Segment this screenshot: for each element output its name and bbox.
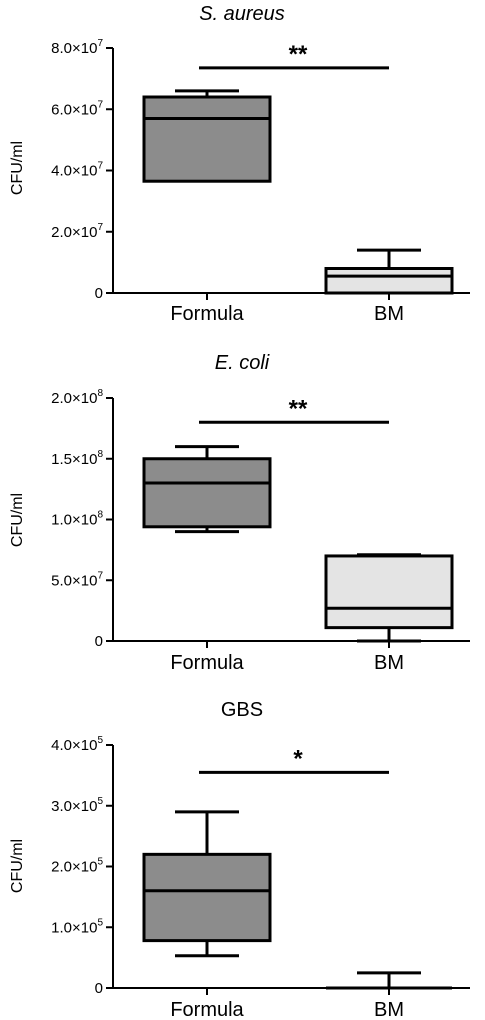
x-tick-label: Formula xyxy=(170,303,244,325)
y-axis-label: CFU/ml xyxy=(9,493,26,547)
box-formula xyxy=(142,89,272,183)
box-bm xyxy=(324,553,454,643)
significance-label: ** xyxy=(289,395,308,422)
y-tick-label: 0 xyxy=(95,285,103,302)
iqr-box xyxy=(142,457,272,529)
chart-title: GBS xyxy=(221,699,263,721)
y-tick-label: 2.0×107 xyxy=(51,222,103,241)
y-tick-label: 6.0×107 xyxy=(51,99,103,118)
y-tick-label: 1.0×108 xyxy=(51,510,103,529)
x-tick-label: Formula xyxy=(170,999,244,1020)
y-tick-label: 0 xyxy=(95,633,103,650)
iqr-box xyxy=(142,852,272,943)
box-bm xyxy=(326,971,452,990)
x-tick-label: BM xyxy=(374,999,404,1020)
iqr-box xyxy=(142,95,272,183)
y-tick-label: 4.0×107 xyxy=(51,161,103,180)
box-formula xyxy=(142,445,272,534)
iqr-box xyxy=(324,267,454,295)
y-tick-label: 8.0×107 xyxy=(51,38,103,57)
x-tick-label: Formula xyxy=(170,652,244,674)
panel-1: S. aureus CFU/ml 0 2.0×107 4.0×107 6.0×107 8.0… xyxy=(9,3,470,325)
significance-label: ** xyxy=(289,41,308,68)
chart-title: S. aureus xyxy=(199,3,285,25)
y-tick-label: 1.5×108 xyxy=(51,449,103,468)
box-bm xyxy=(324,248,454,295)
y-tick-label: 2.0×108 xyxy=(51,388,103,407)
y-tick-label: 3.0×105 xyxy=(51,796,103,815)
y-tick-label: 4.0×105 xyxy=(51,735,103,754)
y-axis-label: CFU/ml xyxy=(9,839,26,893)
chart-title: E. coli xyxy=(215,352,270,374)
y-tick-label: 0 xyxy=(95,980,103,997)
x-tick-label: BM xyxy=(374,652,404,674)
y-tick-label: 5.0×107 xyxy=(51,570,103,589)
y-tick-label: 2.0×105 xyxy=(51,857,103,876)
y-tick-label: 1.0×105 xyxy=(51,917,103,936)
x-tick-label: BM xyxy=(374,303,404,325)
panel-3: GBS CFU/ml 0 1.0×105 2.0×105 3.0×105 4.0×105 Fo… xyxy=(9,699,470,1020)
box-formula xyxy=(142,810,272,958)
iqr-box xyxy=(324,554,454,630)
significance-label: * xyxy=(293,745,303,772)
y-axis-label: CFU/ml xyxy=(9,141,26,195)
panel-2: E. coli CFU/ml 0 5.0×107 1.0×108 1.5×108 2.0×1… xyxy=(9,352,470,674)
